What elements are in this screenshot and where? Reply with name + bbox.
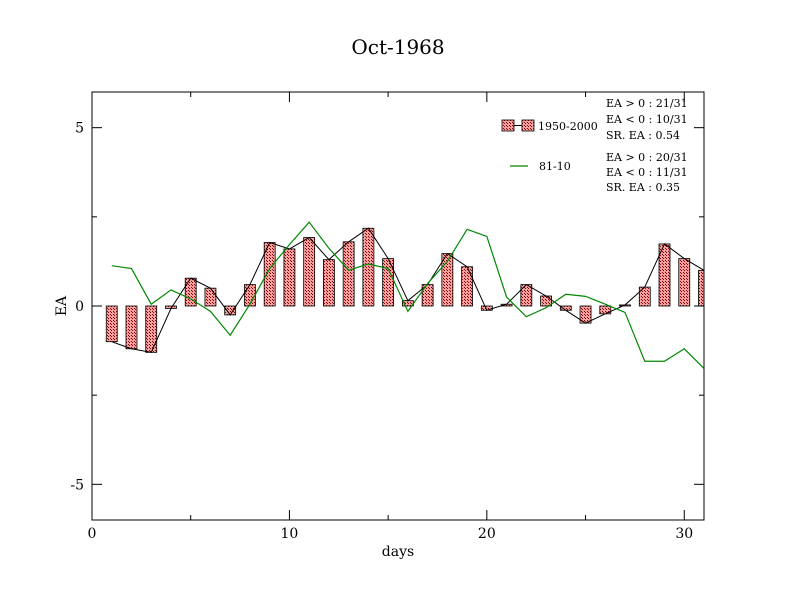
stat-line: EA < 0 : 11/31 <box>606 166 688 179</box>
y-tick-label: 5 <box>75 121 84 137</box>
plot-area <box>105 221 705 369</box>
bar-day-8 <box>244 284 256 307</box>
stat-line: SR. EA : 0.54 <box>606 129 680 142</box>
bar-day-3 <box>145 305 158 353</box>
bar-day-19 <box>461 266 473 307</box>
bar-day-1 <box>105 305 118 343</box>
axis-ticks: 0 10 20 30 -5 0 5 <box>70 92 704 542</box>
legend: 1950-2000 81-10 EA > 0 : 21/31 EA < 0 : … <box>501 97 688 194</box>
chart-title: Oct-1968 <box>351 35 444 59</box>
bar-day-13 <box>342 241 355 307</box>
bar-day-2 <box>125 305 138 350</box>
stat-line: EA < 0 : 10/31 <box>606 113 688 126</box>
x-tick-label: 10 <box>281 526 299 542</box>
stat-line: SR. EA : 0.35 <box>606 181 680 194</box>
bar-day-12 <box>323 259 335 307</box>
stat-line: EA > 0 : 20/31 <box>606 151 688 164</box>
y-tick-label: -5 <box>70 477 84 493</box>
x-tick-label: 20 <box>478 526 496 542</box>
y-tick-label: 0 <box>75 299 84 315</box>
bar-day-10 <box>283 248 296 307</box>
legend-label-1950-2000: 1950-2000 <box>538 120 598 133</box>
x-tick-label: 30 <box>675 526 693 542</box>
legend-label-81-10: 81-10 <box>539 160 571 173</box>
x-axis-label: days <box>382 544 414 560</box>
legend-bar-swatch-left <box>501 119 515 132</box>
bar-day-11 <box>303 237 316 307</box>
series-line-81-10 <box>111 221 705 369</box>
bar-day-26 <box>599 305 612 315</box>
bar-day-6 <box>204 287 217 307</box>
bar-day-14 <box>362 227 375 307</box>
bar-day-30 <box>678 258 691 307</box>
x-tick-label: 0 <box>88 526 97 542</box>
series-line-1950-2000 <box>111 227 705 353</box>
bar-day-31 <box>698 269 705 307</box>
legend-bar-swatch-right <box>521 119 535 132</box>
y-axis-label: EA <box>54 295 70 316</box>
bar-day-9 <box>263 242 276 307</box>
stat-line: EA > 0 : 21/31 <box>606 97 688 110</box>
bar-day-24 <box>559 305 572 311</box>
